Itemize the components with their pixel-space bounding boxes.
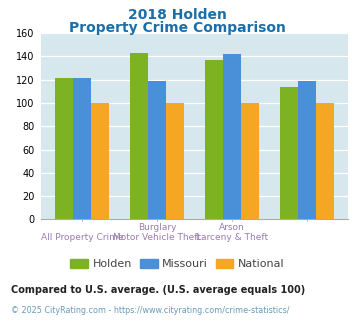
- Bar: [55, 79, 73, 219]
- Text: 2018 Holden: 2018 Holden: [128, 8, 227, 22]
- Bar: [223, 54, 241, 219]
- Bar: [73, 79, 91, 219]
- Text: © 2025 CityRating.com - https://www.cityrating.com/crime-statistics/: © 2025 CityRating.com - https://www.city…: [11, 306, 289, 315]
- Text: Burglary: Burglary: [138, 223, 176, 232]
- Bar: [148, 81, 166, 219]
- Bar: [166, 103, 184, 219]
- Text: Property Crime Comparison: Property Crime Comparison: [69, 21, 286, 35]
- Bar: [280, 86, 298, 219]
- Bar: [91, 103, 109, 219]
- Legend: Holden, Missouri, National: Holden, Missouri, National: [66, 255, 289, 274]
- Bar: [241, 103, 259, 219]
- Text: All Property Crime: All Property Crime: [41, 233, 123, 242]
- Bar: [298, 81, 316, 219]
- Text: Compared to U.S. average. (U.S. average equals 100): Compared to U.S. average. (U.S. average …: [11, 285, 305, 295]
- Bar: [205, 60, 223, 219]
- Text: Arson: Arson: [219, 223, 245, 232]
- Text: Larceny & Theft: Larceny & Theft: [196, 233, 268, 242]
- Bar: [316, 103, 334, 219]
- Bar: [130, 53, 148, 219]
- Text: Motor Vehicle Theft: Motor Vehicle Theft: [113, 233, 201, 242]
